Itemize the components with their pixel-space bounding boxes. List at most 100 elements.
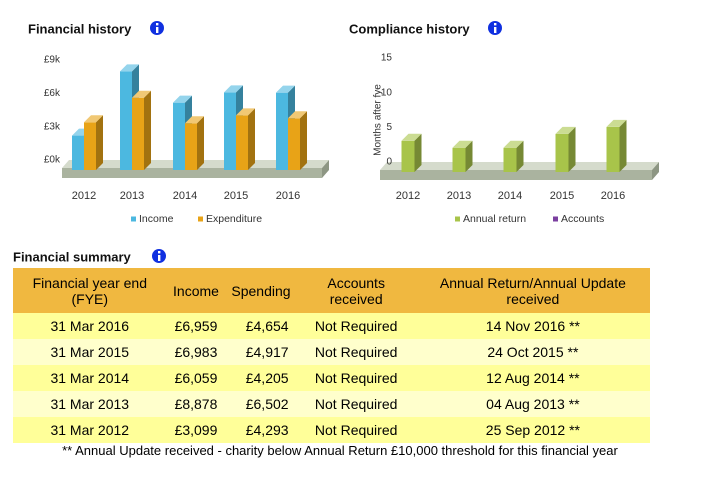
bar-side — [414, 133, 422, 172]
table-cell: 12 Aug 2014 ** — [415, 365, 650, 391]
bar-side — [248, 108, 255, 170]
bar-front — [452, 147, 466, 172]
summary-table: Financial year end (FYE) Income Spending Ac… — [13, 268, 650, 443]
column-header: Spending — [225, 268, 297, 313]
bar — [503, 140, 524, 172]
bar — [452, 140, 473, 172]
table-cell: £4,205 — [225, 365, 297, 391]
table-row: 31 Mar 2013 £8,878 £6,502 Not Required 04 Au… — [13, 391, 650, 417]
bar-top — [606, 119, 627, 127]
table-cell: £6,059 — [166, 365, 226, 391]
table-cell: 25 Sep 2012 ** — [415, 417, 650, 443]
bar-side — [96, 115, 103, 170]
legend-label: Income — [139, 213, 174, 225]
column-header: Financial year end (FYE) — [13, 268, 167, 313]
table-cell: £6,502 — [225, 391, 297, 417]
legend-swatch — [553, 216, 558, 222]
bar-front — [173, 102, 185, 170]
bar — [606, 119, 627, 172]
bar-front — [503, 147, 517, 172]
y-tick-label: £0k — [44, 155, 61, 166]
legend-swatch — [198, 216, 203, 222]
bar — [401, 133, 422, 172]
floor-side — [652, 162, 659, 180]
bar-top — [452, 140, 473, 148]
legend-swatch — [455, 216, 460, 222]
y-tick-label: £3k — [44, 121, 61, 132]
bar-front — [84, 122, 96, 170]
info-icon[interactable] — [152, 249, 166, 263]
y-axis-label: Months after fye — [373, 84, 384, 156]
bar — [84, 115, 103, 170]
bar — [236, 108, 255, 170]
table-cell: 31 Mar 2012 — [13, 417, 167, 443]
bar-front — [401, 140, 415, 172]
bar-side — [568, 126, 576, 172]
table-cell: 14 Nov 2016 ** — [415, 313, 650, 339]
bar-top — [503, 140, 524, 148]
x-tick-label: 2014 — [498, 190, 522, 202]
y-tick-label: 10 — [381, 87, 393, 98]
bar-front — [72, 135, 84, 170]
table-cell: £6,983 — [166, 339, 226, 365]
bar-top — [288, 111, 307, 119]
y-tick-label: £6k — [44, 88, 61, 99]
floor-front — [380, 170, 652, 180]
table-row: 31 Mar 2016 £6,959 £4,654 Not Required 14 No… — [13, 313, 650, 339]
table-cell: £3,099 — [166, 417, 226, 443]
y-tick-label: 5 — [386, 122, 392, 133]
bar-front — [224, 92, 236, 170]
table-cell: 04 Aug 2013 ** — [415, 391, 650, 417]
legend-label: Accounts — [561, 213, 604, 225]
table-row: 31 Mar 2014 £6,059 £4,205 Not Required 12 Au… — [13, 365, 650, 391]
bar-side — [465, 140, 473, 172]
table-cell: £4,917 — [225, 339, 297, 365]
table-cell: Not Required — [296, 365, 416, 391]
x-tick-label: 2013 — [447, 190, 471, 202]
bar-top — [401, 133, 422, 141]
x-tick-label: 2013 — [120, 190, 144, 202]
section-title: Financial summary — [13, 249, 132, 264]
table-cell: £8,878 — [166, 391, 226, 417]
bar-side — [516, 140, 524, 172]
table-cell: 31 Mar 2013 — [13, 391, 167, 417]
legend-label: Annual return — [463, 213, 526, 225]
y-tick-label: 15 — [381, 53, 393, 64]
chart-title: Compliance history — [349, 21, 470, 36]
bar-front — [185, 123, 197, 170]
bar-front — [132, 97, 144, 170]
table-cell: 24 Oct 2015 ** — [415, 339, 650, 365]
x-tick-label: 2015 — [550, 190, 574, 202]
bar — [288, 111, 307, 170]
bar-top — [185, 116, 204, 124]
bar-side — [619, 119, 627, 172]
table-cell: 31 Mar 2016 — [13, 313, 167, 339]
bar-front — [555, 133, 569, 172]
table-cell: £4,654 — [225, 313, 297, 339]
info-icon[interactable] — [488, 21, 502, 35]
bar-top — [84, 115, 103, 123]
table-cell: 31 Mar 2014 — [13, 365, 167, 391]
bar-side — [197, 116, 204, 170]
bar-top — [555, 126, 576, 134]
info-icon[interactable] — [150, 21, 164, 35]
charts: Financial history Compliance history Fin… — [13, 21, 659, 264]
bar-front — [288, 118, 300, 170]
bar-top — [173, 95, 192, 103]
bar-top — [120, 64, 139, 72]
bar-top — [224, 85, 243, 93]
table-cell: Not Required — [296, 391, 416, 417]
table-row: 31 Mar 2012 £3,099 £4,293 Not Required 25 Se… — [13, 417, 650, 443]
table-cell: £6,959 — [166, 313, 226, 339]
bar — [185, 116, 204, 170]
x-tick-label: 2012 — [396, 190, 420, 202]
floor-front — [62, 168, 322, 178]
bar — [555, 126, 576, 172]
bar-front — [236, 115, 248, 170]
bar-top — [236, 108, 255, 116]
bar-front — [606, 126, 620, 172]
table-cell: 31 Mar 2015 — [13, 339, 167, 365]
y-tick-label: 0 — [386, 157, 392, 168]
bar-top — [132, 90, 151, 98]
